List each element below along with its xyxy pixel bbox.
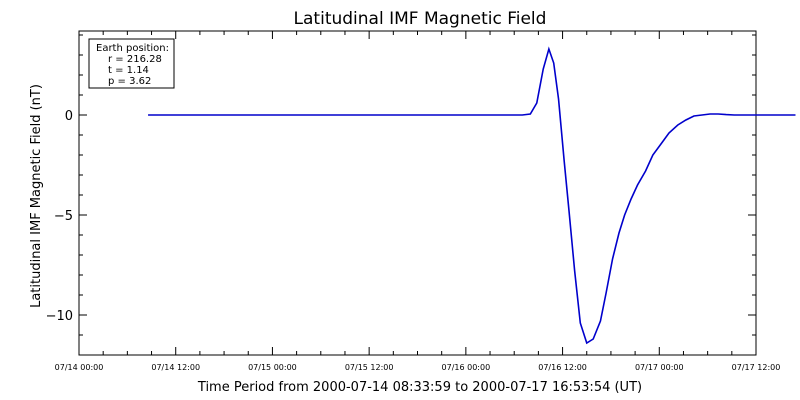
x-tick-label: 07/17 00:00 (635, 363, 684, 372)
x-axis-title: Time Period from 2000-07-14 08:33:59 to … (197, 380, 642, 395)
x-tick-label: 07/15 12:00 (345, 363, 394, 372)
y-axis-title: Latitudinal IMF Magnetic Field (nT) (29, 84, 44, 308)
earth-position-box: Earth position: r = 216.28 t = 1.14 p = … (88, 38, 175, 89)
x-tick-label: 07/14 00:00 (55, 363, 104, 372)
y-tick-label: −10 (46, 309, 73, 324)
chart-title: Latitudinal IMF Magnetic Field (294, 9, 547, 29)
earth-position-r: r = 216.28 (108, 54, 162, 65)
x-tick-label: 07/15 00:00 (248, 363, 297, 372)
plot-frame (78, 30, 757, 356)
legend-box (88, 38, 175, 89)
x-tick-label: 07/16 12:00 (538, 363, 587, 372)
earth-position-p: p = 3.62 (108, 76, 151, 87)
earth-position-t: t = 1.14 (108, 65, 149, 76)
earth-position-title: Earth position: (96, 43, 169, 54)
y-tick-labels: 0 −5 −10 (46, 109, 73, 324)
x-tick-labels: 07/14 00:00 07/14 12:00 07/15 00:00 07/15 1… (55, 363, 781, 372)
y-tick-label: 0 (65, 109, 73, 124)
axis-ticks (78, 31, 757, 356)
y-tick-label: −5 (54, 209, 73, 224)
x-tick-label: 07/16 00:00 (442, 363, 491, 372)
x-tick-label: 07/14 12:00 (151, 363, 200, 372)
x-tick-label: 07/17 12:00 (732, 363, 781, 372)
series-line (148, 46, 796, 345)
